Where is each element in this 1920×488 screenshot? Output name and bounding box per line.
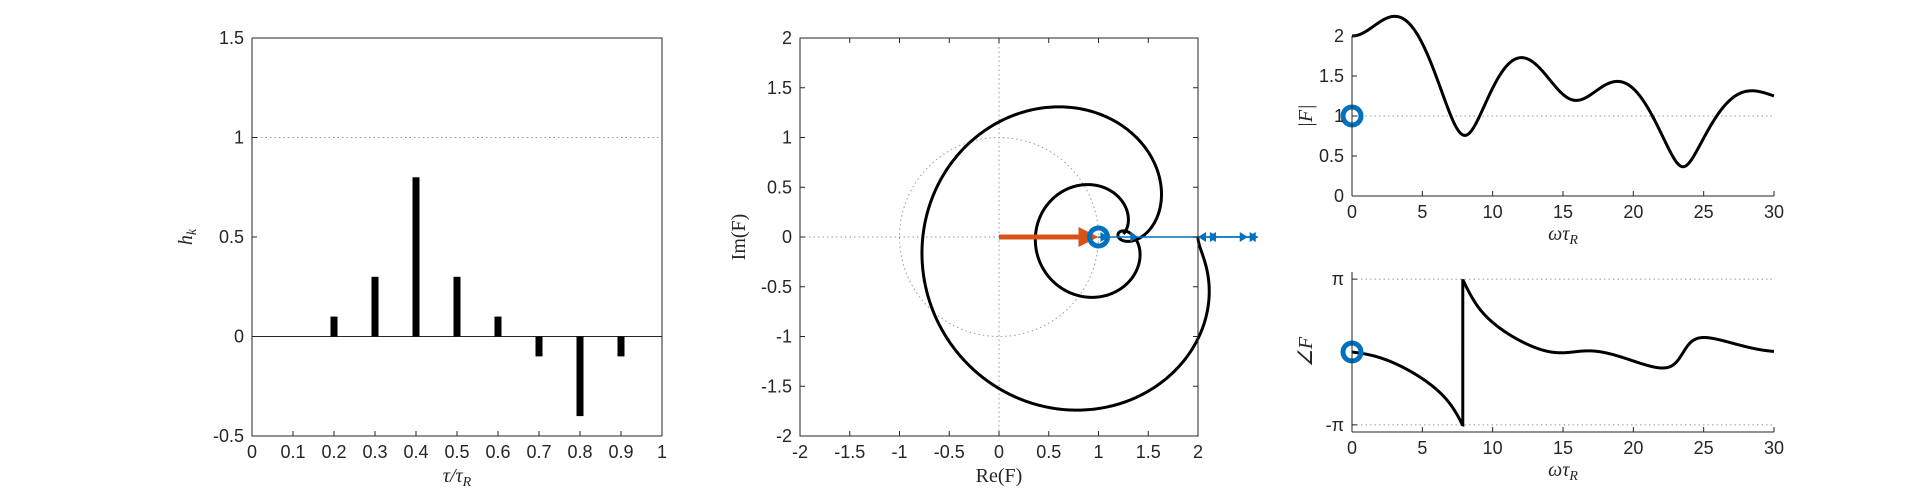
y-tick-label: 1 [1334,106,1344,126]
x-tick-label: 1 [1093,442,1103,462]
coefficient-vector-head [1247,232,1256,242]
y-tick-label: -π [1326,415,1344,435]
x-tick-label: 20 [1623,202,1643,222]
origin-marker [1087,225,1110,249]
nyquist-curve [920,105,1211,412]
y-tick-label: 0 [782,227,792,247]
x-tick-label: 0.9 [608,442,633,462]
x-tick-label: 0.1 [280,442,305,462]
x-tick-label: 5 [1417,202,1427,222]
x-tick-label: 0.5 [444,442,469,462]
x-tick-label: -2 [792,442,808,462]
x-tick-label: 1.5 [1136,442,1161,462]
complex-x-axis-label: Re(F) [976,465,1023,487]
x-tick-label: 0 [994,442,1004,462]
x-tick-label: 0.3 [362,442,387,462]
impulse-bar [535,336,543,357]
x-tick-label: 0.6 [485,442,510,462]
impulse-y-axis-label: hk [175,228,200,245]
impulse-bar [412,177,420,337]
phase-panel: 0 5 10 15 20 25 30 -π π ωτR ∠F [1295,269,1784,484]
impulse-bar [494,316,502,337]
impulse-bar [576,336,584,417]
x-tick-label: -1.5 [834,442,865,462]
phase-curve [1351,279,1775,427]
coefficient-vector-head [1198,232,1206,242]
magnitude-panel: 0 5 10 15 20 25 30 0 0.5 1 1.5 2 ωτR |F| [1295,14,1784,248]
y-tick-label: -1 [776,327,792,347]
x-tick-label: 1 [657,442,667,462]
impulse-bar [617,336,625,357]
y-tick-label: 1 [782,128,792,148]
x-tick-label: 25 [1694,438,1714,458]
x-tick-label: 30 [1764,438,1784,458]
complex-plane-panel: -2 -1.5 -1 -0.5 0 0.5 1 1.5 2 -2 -1.5 -1 -0.5 0 0.5 1 1… [728,28,1258,487]
phase-y-axis-label: ∠F [1295,336,1317,367]
x-tick-label: -1 [891,442,907,462]
y-tick-label: -0.5 [761,277,792,297]
x-tick-label: 0 [247,442,257,462]
x-tick-label: 5 [1417,438,1427,458]
y-tick-label: 1.5 [767,78,792,98]
x-tick-label: 0.8 [567,442,592,462]
y-tick-label: 0.5 [219,227,244,247]
phase-x-axis-label: ωτR [1548,459,1578,484]
y-tick-label: 2 [1334,26,1344,46]
x-tick-label: 10 [1483,438,1503,458]
y-tick-label: 1.5 [219,28,244,48]
x-tick-label: 0 [1347,438,1357,458]
y-tick-label: 0.5 [1319,146,1344,166]
x-tick-label: 0.5 [1036,442,1061,462]
y-tick-label: 1 [234,128,244,148]
x-tick-label: 2 [1193,442,1203,462]
magnitude-y-axis-label: |F| [1295,104,1317,127]
impulse-axes-frame [251,37,663,437]
y-tick-label: π [1332,269,1344,289]
coefficient-vector-head [1207,232,1216,242]
x-tick-label: 30 [1764,202,1784,222]
x-tick-label: 0 [1347,202,1357,222]
x-tick-label: 0.2 [321,442,346,462]
x-tick-label: 15 [1553,202,1573,222]
y-tick-label: 0 [1334,186,1344,206]
x-tick-label: -0.5 [934,442,965,462]
y-tick-label: -1.5 [761,376,792,396]
complex-y-axis-label: Im(F) [728,214,750,261]
coefficient-vector-head [1130,232,1139,242]
impulse-response-panel: 0 0.1 0.2 0.3 0.4 0.5 0.6 0.7 0.8 0.9 1 -0.500.511… [175,28,667,488]
y-tick-label: 0.5 [767,177,792,197]
x-tick-label: 20 [1623,438,1643,458]
y-tick-label: 2 [782,28,792,48]
impulse-bar [453,276,461,337]
y-tick-label: 0 [234,327,244,347]
y-tick-label: -2 [776,426,792,446]
x-tick-label: 0.4 [403,442,428,462]
coefficient-vector-head [1100,232,1109,242]
magnitude-x-axis-label: ωτR [1548,223,1578,248]
impulse-x-axis-label: τ/τR [443,465,472,488]
magnitude-curve [1351,14,1775,169]
x-tick-label: 15 [1553,438,1573,458]
x-tick-label: 25 [1694,202,1714,222]
y-tick-label: -0.5 [213,426,244,446]
impulse-bar [371,276,379,337]
y-tick-label: 1.5 [1319,66,1344,86]
x-tick-label: 10 [1483,202,1503,222]
impulse-bar [330,316,338,337]
x-tick-label: 0.7 [526,442,551,462]
